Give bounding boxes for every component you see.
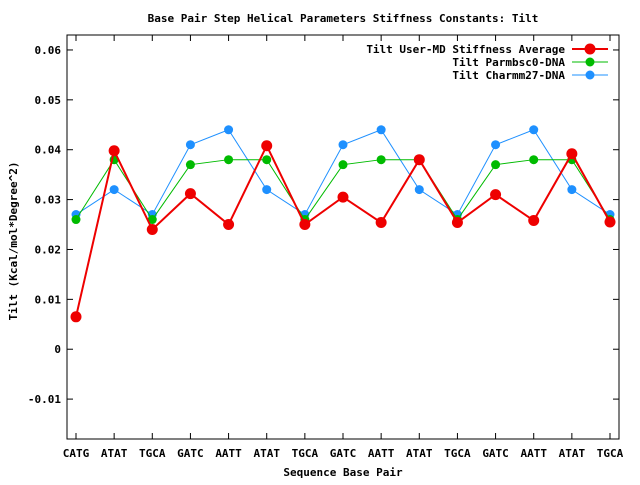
y-tick-label: -0.01 — [28, 393, 61, 406]
legend-label: Tilt Parmbsc0-DNA — [452, 56, 565, 69]
legend-swatch-marker — [584, 43, 596, 55]
legend-swatch-marker — [585, 57, 595, 67]
data-point — [528, 215, 540, 227]
data-point — [262, 185, 272, 195]
x-tick-label: GATC — [330, 447, 357, 460]
x-tick-label: AATT — [520, 447, 547, 460]
data-point — [146, 224, 158, 236]
y-tick-label: 0.02 — [35, 243, 62, 256]
data-point — [529, 155, 539, 165]
data-point — [185, 160, 195, 170]
x-tick-label: CATG — [63, 447, 90, 460]
data-point — [566, 148, 578, 160]
x-tick-label: ATAT — [253, 447, 280, 460]
data-point — [71, 215, 81, 225]
data-point — [337, 191, 349, 203]
data-point — [223, 219, 235, 231]
legend-swatch-marker — [585, 70, 595, 80]
data-point — [491, 160, 501, 170]
y-tick-label: 0.03 — [35, 194, 62, 207]
data-point — [413, 154, 425, 166]
x-tick-label: TGCA — [292, 447, 319, 460]
data-point — [224, 155, 234, 165]
series-3 — [71, 125, 615, 220]
data-point — [567, 185, 577, 195]
series-1 — [70, 140, 616, 323]
y-tick-label: 0.04 — [35, 144, 62, 157]
y-axis-label: Tilt (Kcal/mol*Degree^2) — [7, 162, 20, 321]
x-tick-label: TGCA — [597, 447, 624, 460]
data-point — [184, 188, 196, 200]
series-layer — [70, 125, 616, 323]
x-tick-label: GATC — [482, 447, 509, 460]
data-point — [185, 140, 195, 150]
data-point — [604, 216, 616, 228]
data-point — [451, 217, 463, 229]
x-tick-label: AATT — [368, 447, 395, 460]
x-tick-label: AATT — [215, 447, 242, 460]
data-point — [338, 140, 348, 150]
legend-label: Tilt Charmm27-DNA — [452, 69, 565, 82]
data-point — [338, 160, 348, 170]
data-point — [70, 311, 82, 323]
x-tick-label: ATAT — [101, 447, 128, 460]
data-point — [529, 125, 539, 135]
legend-label: Tilt User-MD Stiffness Average — [366, 43, 565, 56]
data-point — [375, 217, 387, 229]
y-tick-label: 0 — [54, 343, 61, 356]
data-point — [376, 155, 386, 165]
y-tick-label: 0.06 — [35, 44, 62, 57]
data-point — [147, 215, 157, 225]
y-tick-label: 0.05 — [35, 94, 62, 107]
x-tick-label: ATAT — [406, 447, 433, 460]
data-point — [262, 155, 272, 165]
data-point — [490, 189, 502, 201]
y-tick-label: 0.01 — [35, 293, 62, 306]
x-tick-label: TGCA — [139, 447, 166, 460]
data-point — [261, 140, 273, 152]
x-axis-label: Sequence Base Pair — [283, 466, 403, 479]
data-point — [414, 185, 424, 195]
data-point — [299, 219, 311, 231]
chart-title: Base Pair Step Helical Parameters Stiffn… — [148, 12, 539, 25]
data-point — [491, 140, 501, 150]
x-tick-label: ATAT — [559, 447, 586, 460]
data-point — [108, 145, 120, 157]
data-point — [109, 185, 119, 195]
x-tick-label: TGCA — [444, 447, 471, 460]
data-point — [224, 125, 234, 135]
data-point — [376, 125, 386, 135]
plot-frame — [66, 34, 620, 440]
x-tick-label: GATC — [177, 447, 204, 460]
axes-layer: -0.01 0 0.01 0.02 0.03 0.04 0.05 0.06 CATG ATAT TG… — [28, 35, 624, 460]
